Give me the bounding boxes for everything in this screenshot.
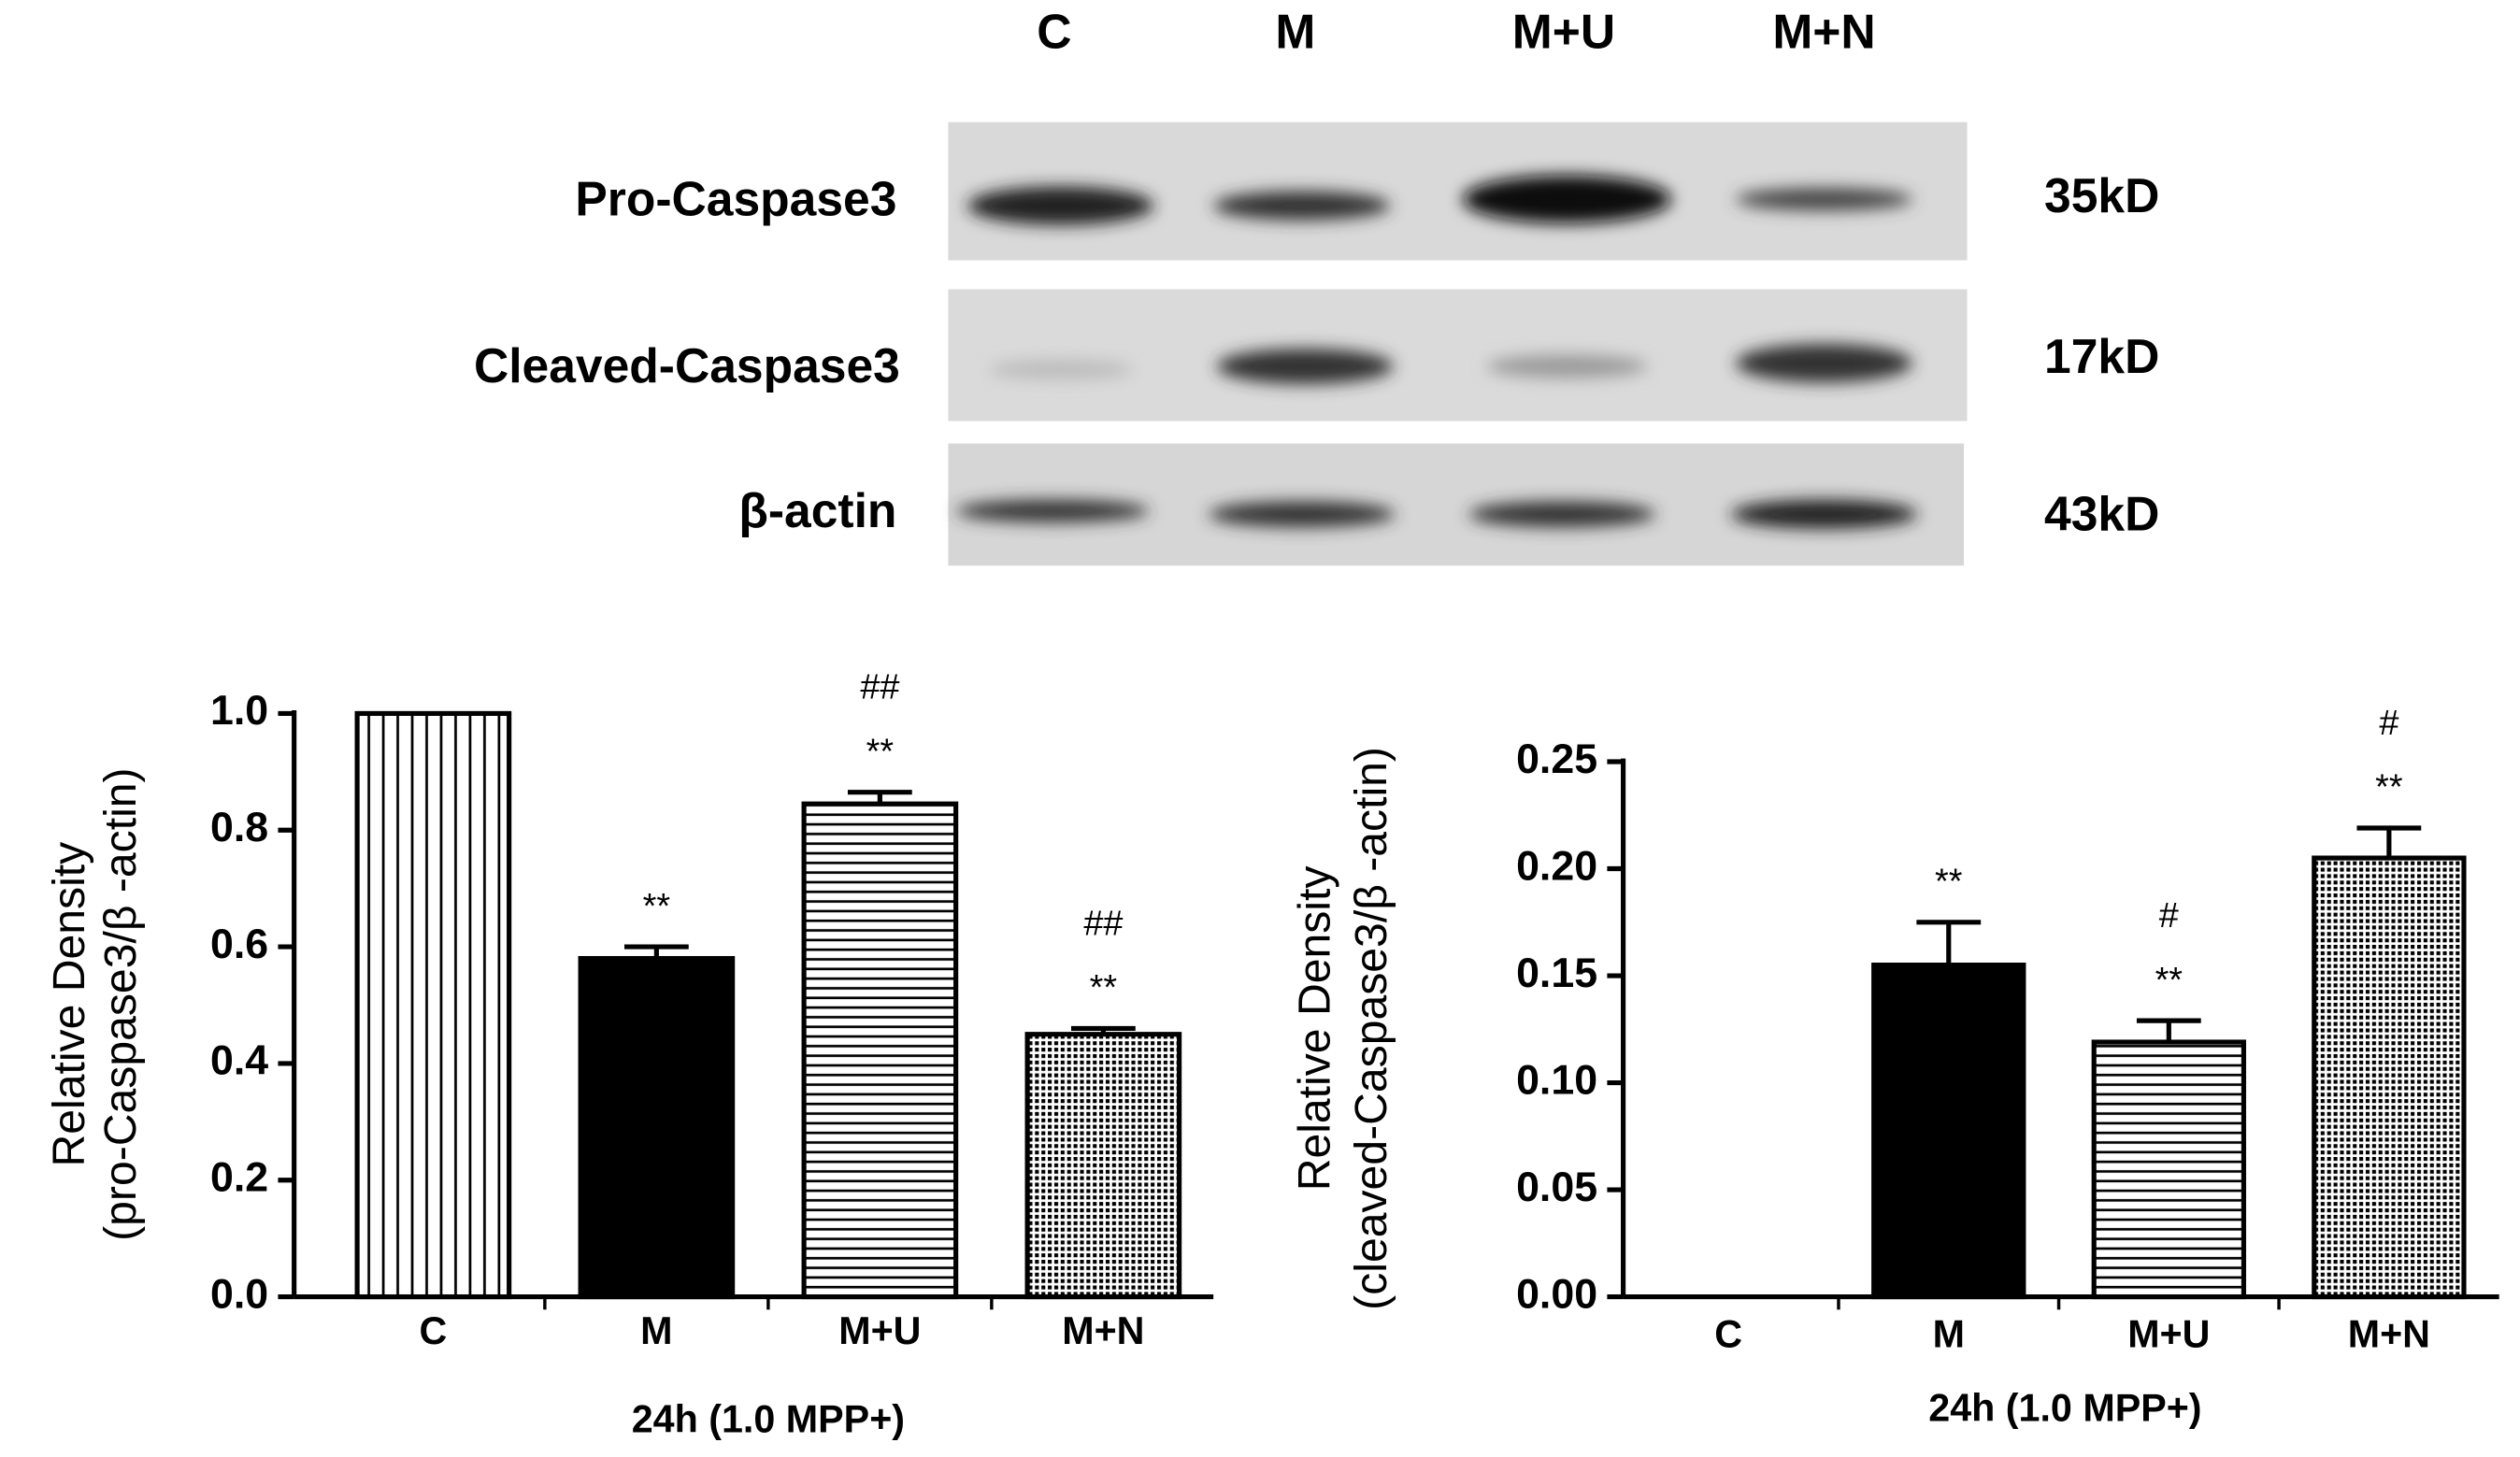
significance-label: #: [2379, 704, 2398, 743]
x-axis-label: 24h (1.0 MPP+): [1928, 1387, 2201, 1430]
x-tick-label: M: [1933, 1312, 1965, 1355]
size-label: 35kD: [2044, 168, 2159, 222]
y-tick-label: 0.2: [210, 1155, 268, 1201]
row-label: β-actin: [738, 483, 896, 537]
significance-label: #: [2159, 896, 2179, 936]
x-tick-label: M: [640, 1309, 672, 1352]
y-tick-label: 0.15: [1516, 950, 1597, 996]
lane-label: M: [1275, 4, 1315, 58]
y-tick-label: 1.0: [210, 688, 268, 734]
error-bar: [847, 790, 912, 805]
error-bar: [623, 944, 689, 959]
lane-label: M+U: [1512, 4, 1615, 58]
blot-bands: [956, 175, 1918, 529]
y-tick-label: 0.10: [1516, 1057, 1597, 1103]
bar-chart: C ** M ** # M+U ** # M+N 0.00 0.05 0.10 0.15 0.20 0.25…: [1290, 704, 2499, 1430]
bar: [801, 801, 959, 1300]
y-axis-label: Relative Density: [44, 842, 94, 1167]
bar: [354, 710, 512, 1300]
x-tick-label: C: [419, 1309, 447, 1352]
x-axis-label: 24h (1.0 MPP+): [632, 1398, 905, 1441]
western-blot: C M M+U M+N Pro-Caspase3 Cleaved-Caspase…: [474, 4, 2159, 566]
x-tick-label: C: [1714, 1312, 1742, 1355]
significance-label: **: [643, 887, 671, 926]
x-tick-label: M+N: [1062, 1309, 1144, 1352]
error-bar: [2136, 1018, 2201, 1043]
y-tick-label: 0.0: [210, 1271, 268, 1317]
y-tick-label: 0.6: [210, 921, 268, 967]
size-label: 17kD: [2044, 329, 2159, 383]
bar: [2312, 855, 2467, 1300]
x-tick-label: M+U: [838, 1309, 921, 1352]
significance-label: **: [2375, 768, 2403, 807]
row-label: Pro-Caspase3: [575, 171, 896, 225]
significance-label: **: [2155, 961, 2184, 1000]
error-bar: [1916, 920, 1982, 965]
y-axis-label: (pro-Caspase3/β -actin): [95, 767, 146, 1240]
significance-label: **: [1935, 862, 1963, 901]
x-tick-label: M+N: [2348, 1312, 2430, 1355]
bar: [1024, 1032, 1182, 1300]
bar-chart: C ** M ** ## M+U ** ## M+N 0.0 0.2 0.4 0.6 0.8 1.0 Rela…: [44, 668, 1214, 1441]
bar: [1871, 962, 2026, 1300]
error-bar: [2356, 825, 2422, 859]
row-label: Cleaved-Caspase3: [474, 338, 900, 393]
y-tick-label: 0.8: [210, 805, 268, 850]
y-tick-label: 0.05: [1516, 1164, 1597, 1210]
error-bar: [1070, 1025, 1136, 1035]
y-axis-label: Relative Density: [1290, 866, 1340, 1192]
y-tick-label: 0.20: [1516, 843, 1597, 889]
y-tick-label: 0.25: [1516, 736, 1597, 782]
lane-label: M+N: [1772, 4, 1875, 58]
significance-label: ##: [860, 668, 899, 707]
lane-label: C: [1037, 4, 1071, 58]
bar: [2091, 1039, 2246, 1300]
bar: [578, 955, 736, 1300]
y-tick-label: 0.4: [210, 1038, 268, 1084]
y-axis-label: (cleaved-Caspase3/β -actin): [1346, 747, 1396, 1310]
y-tick-label: 0.00: [1516, 1271, 1597, 1317]
significance-label: **: [1090, 968, 1118, 1007]
size-label: 43kD: [2044, 486, 2159, 540]
x-tick-label: M+U: [2127, 1312, 2210, 1355]
significance-label: ##: [1083, 904, 1123, 943]
significance-label: **: [866, 732, 895, 771]
